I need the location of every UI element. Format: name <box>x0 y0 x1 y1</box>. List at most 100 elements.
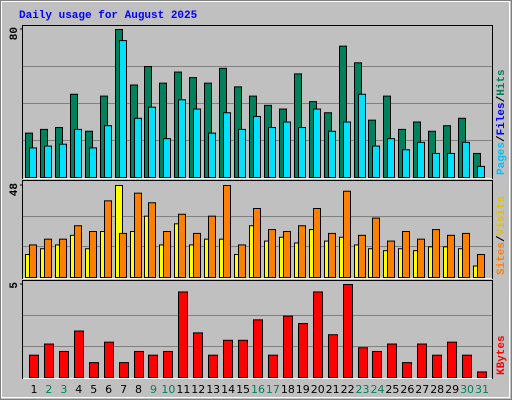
bar <box>387 343 397 378</box>
day-label: 30 <box>460 383 474 396</box>
day-label: 10 <box>161 383 175 396</box>
bar <box>89 231 97 278</box>
day-label: 25 <box>385 383 399 396</box>
bar <box>59 238 67 279</box>
bar <box>268 354 278 378</box>
bar <box>208 354 218 378</box>
day-label: 4 <box>75 383 82 396</box>
bar <box>223 339 233 378</box>
day-label: 7 <box>120 383 127 396</box>
day-label: 21 <box>326 383 340 396</box>
bar <box>447 234 455 278</box>
bar <box>44 145 52 179</box>
legend-entry: Pages <box>496 142 508 175</box>
bar <box>163 138 171 178</box>
legend-entry: / <box>496 135 508 142</box>
bar <box>402 231 410 278</box>
bar <box>298 225 306 278</box>
bar <box>104 125 112 178</box>
day-label: 15 <box>236 383 250 396</box>
bar <box>223 185 231 278</box>
bar <box>74 330 84 378</box>
bar <box>447 341 457 379</box>
bar <box>372 145 380 179</box>
bar <box>119 362 129 378</box>
bar <box>402 362 412 378</box>
bar <box>163 231 171 278</box>
bar <box>477 371 487 379</box>
bar <box>477 254 485 278</box>
bar <box>283 121 291 178</box>
bar <box>283 315 293 378</box>
bar <box>417 343 427 378</box>
bar <box>163 350 173 378</box>
bar <box>253 319 263 378</box>
bar <box>358 347 368 378</box>
bar <box>343 190 351 278</box>
bar <box>462 354 472 378</box>
day-label: 13 <box>206 383 220 396</box>
bar <box>134 192 142 279</box>
legend: Pages/Files/Hits <box>496 69 508 175</box>
bar <box>148 354 158 378</box>
day-label: 5 <box>90 383 97 396</box>
bar <box>298 323 308 378</box>
day-label: 20 <box>311 383 325 396</box>
legend-entry: Files <box>496 102 508 135</box>
bar <box>148 106 156 178</box>
bar <box>313 208 321 278</box>
legend-entry: / <box>496 95 508 102</box>
bar <box>477 165 485 178</box>
legend-entry: KBytes <box>496 335 508 375</box>
day-label: 8 <box>135 383 142 396</box>
y-max-label: 5 <box>9 282 21 289</box>
day-label: 22 <box>341 383 355 396</box>
chart-title: Daily usage for August 2025 <box>19 10 198 22</box>
bar <box>59 143 67 178</box>
bar <box>447 152 455 178</box>
bar <box>372 217 380 278</box>
bar <box>178 291 188 378</box>
bar <box>119 232 127 279</box>
bar <box>193 108 201 178</box>
day-label: 28 <box>430 383 444 396</box>
bar <box>193 332 203 378</box>
day-label: 3 <box>60 383 67 396</box>
day-label: 9 <box>150 383 157 396</box>
bar <box>313 108 321 178</box>
bar <box>253 208 261 278</box>
bar <box>74 225 82 278</box>
bar <box>238 128 246 178</box>
day-label: 18 <box>281 383 295 396</box>
day-label: 31 <box>475 383 489 396</box>
bar <box>432 354 442 378</box>
bar <box>402 149 410 178</box>
bar <box>29 147 37 178</box>
bar <box>104 341 114 379</box>
bar <box>283 231 291 278</box>
day-label: 19 <box>296 383 310 396</box>
legend: Sites/Visits <box>496 196 508 275</box>
bar <box>208 215 216 279</box>
day-label: 16 <box>251 383 265 396</box>
bar <box>238 244 246 279</box>
bar <box>134 117 142 179</box>
day-label: 12 <box>191 383 205 396</box>
bar <box>29 244 37 279</box>
y-max-label: 80 <box>9 27 21 40</box>
legend-entry: Sites <box>496 242 508 275</box>
bar <box>417 141 425 179</box>
bar <box>387 240 395 278</box>
bar <box>268 229 276 278</box>
bar <box>44 238 52 279</box>
day-label: 11 <box>176 383 190 396</box>
bar <box>328 232 336 279</box>
legend: KBytes <box>496 335 508 375</box>
bar <box>432 229 440 278</box>
legend-entry: Visits <box>496 196 508 236</box>
day-label: 29 <box>445 383 459 396</box>
bar <box>343 284 353 378</box>
bar <box>462 141 470 179</box>
